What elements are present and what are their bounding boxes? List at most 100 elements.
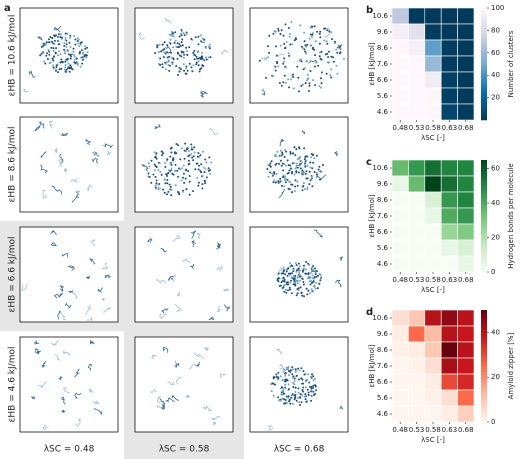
aggregate-bead <box>64 60 67 63</box>
colorbar-tick-label: 80 <box>491 26 500 34</box>
colorbar-slice <box>481 371 487 375</box>
colorbar-slice <box>481 111 487 115</box>
aggregate-bead <box>283 57 286 60</box>
aggregate-bead <box>288 33 291 36</box>
colorbar-tick-label: 40 <box>491 199 500 207</box>
colorbar-tick-label: 0 <box>491 418 495 426</box>
aggregate-bead <box>193 151 196 154</box>
aggregate-bead <box>313 157 316 160</box>
aggregate-bead <box>294 368 297 371</box>
aggregate-bead <box>180 68 182 71</box>
aggregate-bead <box>291 265 294 268</box>
aggregate-bead <box>199 154 202 157</box>
colorbar-slice <box>481 160 487 164</box>
aggregate-bead <box>282 81 285 84</box>
y-tick-label: 7.6 <box>377 60 389 68</box>
aggregate-bead <box>305 287 308 290</box>
aggregate-bead <box>203 38 206 41</box>
molecule <box>175 363 180 368</box>
aggregate-bead <box>282 176 285 179</box>
aggregate-bead <box>296 397 299 399</box>
aggregate-bead <box>279 399 282 402</box>
aggregate-bead <box>280 184 283 187</box>
aggregate-bead <box>280 164 283 167</box>
snapshot-frame <box>134 226 234 323</box>
aggregate-bead <box>292 87 295 90</box>
aggregate-bead <box>319 36 322 39</box>
heatmap-cell <box>408 191 426 209</box>
heatmap-cell <box>424 405 442 423</box>
aggregate-bead <box>155 153 158 156</box>
molecule <box>308 59 318 64</box>
heatmap-cell <box>440 239 458 257</box>
molecule <box>308 269 318 275</box>
snapshot <box>19 336 119 433</box>
colorbar-slice <box>481 33 487 37</box>
aggregate-bead <box>279 180 282 183</box>
aggregate-bead <box>320 82 323 85</box>
aggregate-bead <box>287 388 290 391</box>
heatmap-cell <box>424 87 442 105</box>
colorbar-slice <box>481 410 487 414</box>
aggregate-bead <box>201 183 204 186</box>
colorbar-slice <box>481 394 487 398</box>
molecule <box>60 132 68 136</box>
column-label: λSC = 0.68 <box>274 445 325 455</box>
aggregate-bead <box>180 147 183 150</box>
aggregate-bead <box>79 42 82 44</box>
heatmap-cell <box>424 39 442 57</box>
molecule <box>41 360 46 368</box>
colorbar-slice <box>481 315 487 319</box>
aggregate-bead <box>160 50 163 53</box>
molecule <box>31 396 35 400</box>
aggregate-bead <box>72 53 75 56</box>
aggregate-bead <box>73 61 76 64</box>
aggregate-bead <box>306 277 309 280</box>
aggregate-bead <box>187 159 190 162</box>
aggregate-bead <box>295 374 298 377</box>
x-tick-label: 0.48 <box>392 276 408 284</box>
aggregate-bead <box>170 189 173 191</box>
aggregate-bead <box>73 35 76 37</box>
molecule <box>58 158 62 167</box>
aggregate-bead <box>268 164 271 167</box>
aggregate-bead <box>190 37 193 40</box>
heatmap-cell <box>391 175 409 193</box>
aggregate-bead <box>295 162 298 165</box>
aggregate-bead <box>307 393 310 396</box>
aggregate-bead <box>305 52 308 55</box>
colorbar-slice <box>481 416 487 420</box>
aggregate-bead <box>187 163 190 166</box>
aggregate-bead <box>188 175 191 177</box>
molecule <box>40 151 47 158</box>
aggregate-bead <box>291 191 294 194</box>
aggregate-bead <box>274 163 277 166</box>
aggregate-bead <box>288 86 290 89</box>
molecule <box>86 275 90 279</box>
aggregate-bead <box>272 75 275 78</box>
aggregate-bead <box>287 395 290 398</box>
column-label: λSC = 0.48 <box>44 445 95 455</box>
snapshot-frame <box>19 336 119 433</box>
molecule <box>146 238 153 243</box>
aggregate-bead <box>166 44 169 47</box>
molecule <box>35 348 39 355</box>
heatmap-cell <box>424 159 442 177</box>
heatmap-cell <box>391 71 409 89</box>
aggregate-bead <box>274 65 277 68</box>
column-label: λSC = 0.58 <box>159 445 210 455</box>
aggregate-bead <box>172 157 175 160</box>
molecule <box>157 403 165 410</box>
aggregate-bead <box>298 146 300 149</box>
colorbar-slice <box>481 199 487 203</box>
aggregate-bead <box>304 50 307 53</box>
aggregate-bead <box>153 151 156 154</box>
colorbar-slice <box>481 196 487 200</box>
aggregate-bead <box>306 79 309 82</box>
aggregate-bead <box>183 69 186 72</box>
aggregate-bead <box>330 68 333 71</box>
molecule <box>53 292 63 299</box>
colorbar-slice <box>481 80 487 84</box>
aggregate-bead <box>293 162 296 165</box>
aggregate-bead <box>197 184 200 187</box>
